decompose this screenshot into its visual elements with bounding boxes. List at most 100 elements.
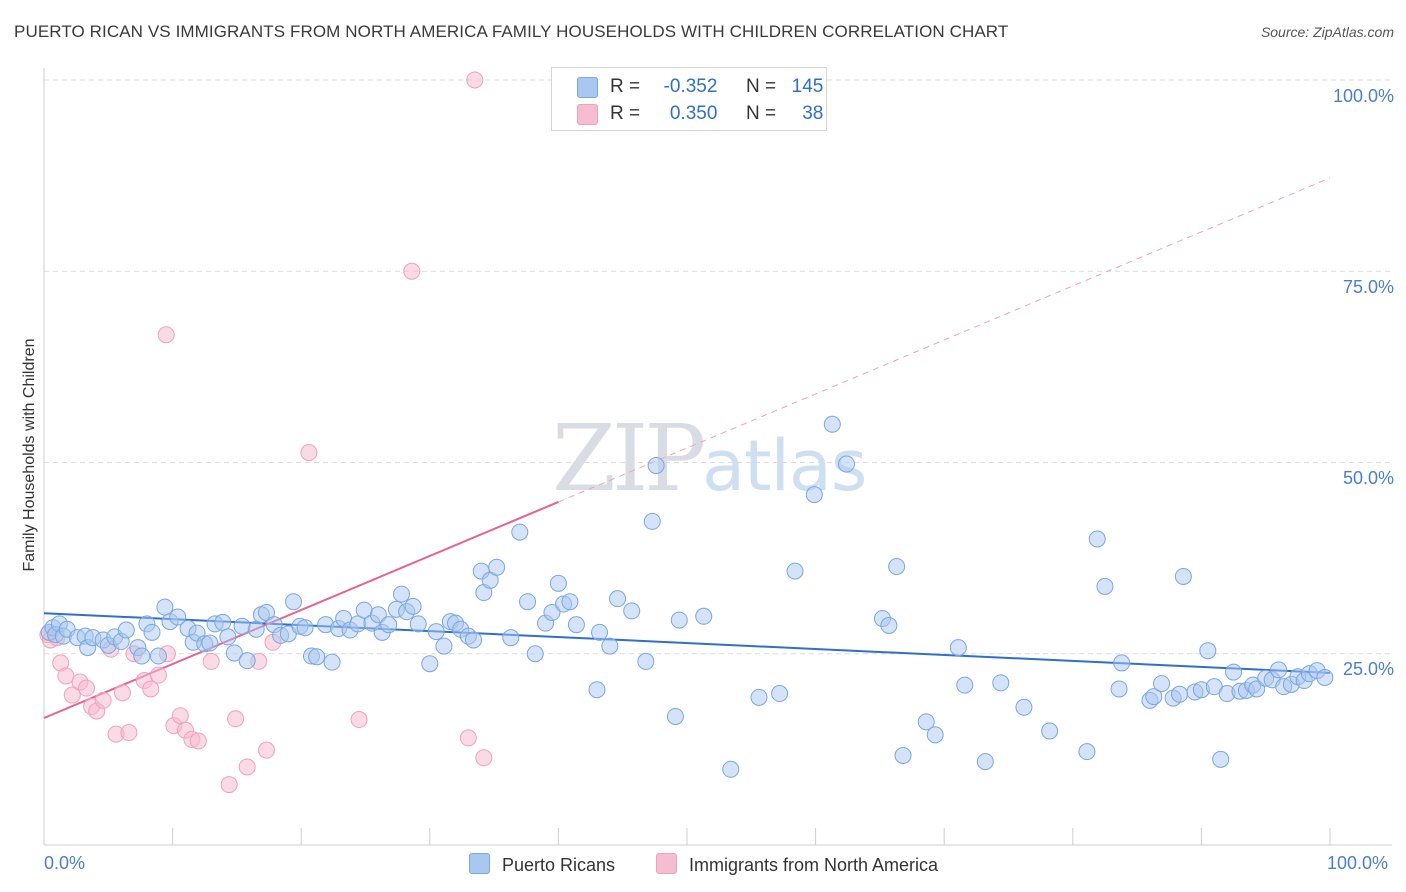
puerto-rican-point — [219, 628, 237, 646]
puerto-rican-point — [1041, 722, 1059, 740]
immigrants-point — [202, 652, 220, 670]
immigrants-point — [120, 724, 138, 742]
immigrants-point — [227, 710, 245, 728]
y-tick-label-25: 25.0% — [1342, 659, 1394, 679]
immigrants-point — [77, 679, 95, 697]
puerto-rican-point — [591, 623, 609, 641]
legend-n-label: N = — [745, 103, 777, 124]
puerto-rican-point — [296, 619, 314, 637]
puerto-rican-point — [771, 685, 789, 703]
puerto-rican-point — [284, 593, 302, 611]
puerto-rican-point — [1199, 642, 1217, 660]
y-tick-label-50: 50.0% — [1342, 468, 1394, 488]
legend-r-value-blue: -0.352 — [663, 76, 718, 97]
y-tick-label-75: 75.0% — [1342, 277, 1394, 297]
watermark-zip: ZIP — [552, 405, 706, 512]
y-axis-label: Family Households with Children — [21, 338, 38, 572]
puerto-rican-point — [917, 713, 935, 731]
puerto-rican-point — [926, 726, 944, 744]
puerto-rican-point — [1153, 675, 1171, 693]
puerto-rican-point — [1015, 698, 1033, 716]
puerto-rican-point — [567, 616, 585, 634]
puerto-rican-point — [133, 647, 151, 665]
trendline-immigrants-solid — [43, 501, 559, 719]
immigrants-point — [257, 741, 275, 759]
puerto-rican-point — [511, 523, 529, 541]
immigrants-point — [238, 758, 256, 776]
puerto-rican-point — [409, 615, 427, 633]
puerto-rican-point — [1270, 661, 1288, 679]
puerto-rican-point — [393, 585, 411, 603]
puerto-rican-point — [588, 681, 606, 699]
immigrants-point — [403, 262, 421, 280]
puerto-rican-point — [465, 631, 483, 649]
puerto-rican-point — [643, 512, 661, 530]
puerto-rican-point — [670, 611, 688, 629]
puerto-rican-point — [956, 676, 974, 694]
puerto-rican-point — [369, 606, 387, 624]
puerto-rican-point — [888, 558, 906, 576]
puerto-rican-point — [225, 644, 243, 662]
puerto-rican-point — [1212, 750, 1230, 768]
immigrants-point — [350, 711, 368, 729]
puerto-rican-point — [143, 623, 161, 641]
puerto-rican-point — [837, 455, 855, 473]
puerto-rican-point — [427, 623, 445, 641]
legend-n-label: N = — [745, 76, 777, 97]
puerto-rican-point — [750, 688, 768, 706]
immigrants-points — [39, 71, 493, 794]
puerto-rican-point — [1171, 685, 1189, 703]
legend-n-value-pink: 38 — [802, 103, 824, 124]
puerto-rican-point — [992, 674, 1010, 692]
trend-layer — [43, 177, 1331, 719]
immigrants-point — [63, 686, 81, 704]
legend-r-label: R = — [610, 103, 641, 124]
puerto-rican-point — [149, 647, 167, 665]
immigrants-point — [171, 707, 189, 725]
legend-swatch-pink — [577, 104, 598, 125]
puerto-rican-point — [308, 648, 326, 666]
puerto-rican-point — [1113, 654, 1131, 672]
bottom-legend-label-pink: Immigrants from North America — [689, 855, 939, 875]
puerto-rican-point — [647, 457, 665, 475]
axis-layer — [43, 68, 1392, 846]
puerto-rican-point — [257, 603, 275, 621]
immigrants-point — [466, 71, 484, 89]
puerto-rican-point — [1110, 680, 1128, 698]
chart-title: PUERTO RICAN VS IMMIGRANTS FROM NORTH AM… — [14, 22, 1009, 41]
immigrants-point — [57, 667, 75, 685]
x-tick-label-right: 100.0% — [1327, 853, 1389, 873]
grid-layer — [44, 79, 1390, 655]
bottom-legend-puerto-ricans: Puerto Ricans — [469, 853, 615, 876]
bottom-legend-label-blue: Puerto Ricans — [502, 855, 616, 875]
immigrants-point — [94, 691, 112, 709]
puerto-rican-point — [976, 753, 994, 771]
puerto-rican-point — [609, 590, 627, 608]
bottom-legend-swatch-pink — [656, 853, 677, 874]
puerto-rican-point — [549, 574, 567, 592]
puerto-rican-point — [435, 637, 453, 655]
trendline-immigrants-extension — [558, 177, 1331, 503]
puerto-rican-point — [1316, 668, 1334, 686]
puerto-rican-point — [238, 652, 256, 670]
puerto-rican-points — [40, 415, 1334, 778]
immigrants-point — [475, 749, 493, 767]
legend-swatch-blue — [577, 77, 598, 98]
puerto-rican-point — [233, 617, 251, 635]
legend-n-value-blue: 145 — [791, 76, 824, 97]
correlation-legend: R = -0.352 N = 145 R = 0.350 N = 38 — [551, 67, 827, 131]
puerto-rican-point — [823, 415, 841, 433]
puerto-rican-point — [1096, 577, 1114, 595]
immigrants-point — [157, 326, 175, 344]
x-tick-label-left: 0.0% — [44, 853, 86, 873]
puerto-rican-point — [695, 607, 713, 625]
puerto-rican-point — [637, 652, 655, 670]
puerto-rican-point — [201, 634, 219, 652]
puerto-rican-point — [502, 629, 520, 647]
puerto-rican-point — [722, 760, 740, 778]
immigrants-point — [113, 684, 131, 702]
puerto-rican-point — [786, 562, 804, 580]
puerto-rican-point — [247, 620, 265, 638]
immigrants-point — [142, 680, 160, 698]
puerto-rican-point — [601, 637, 619, 655]
